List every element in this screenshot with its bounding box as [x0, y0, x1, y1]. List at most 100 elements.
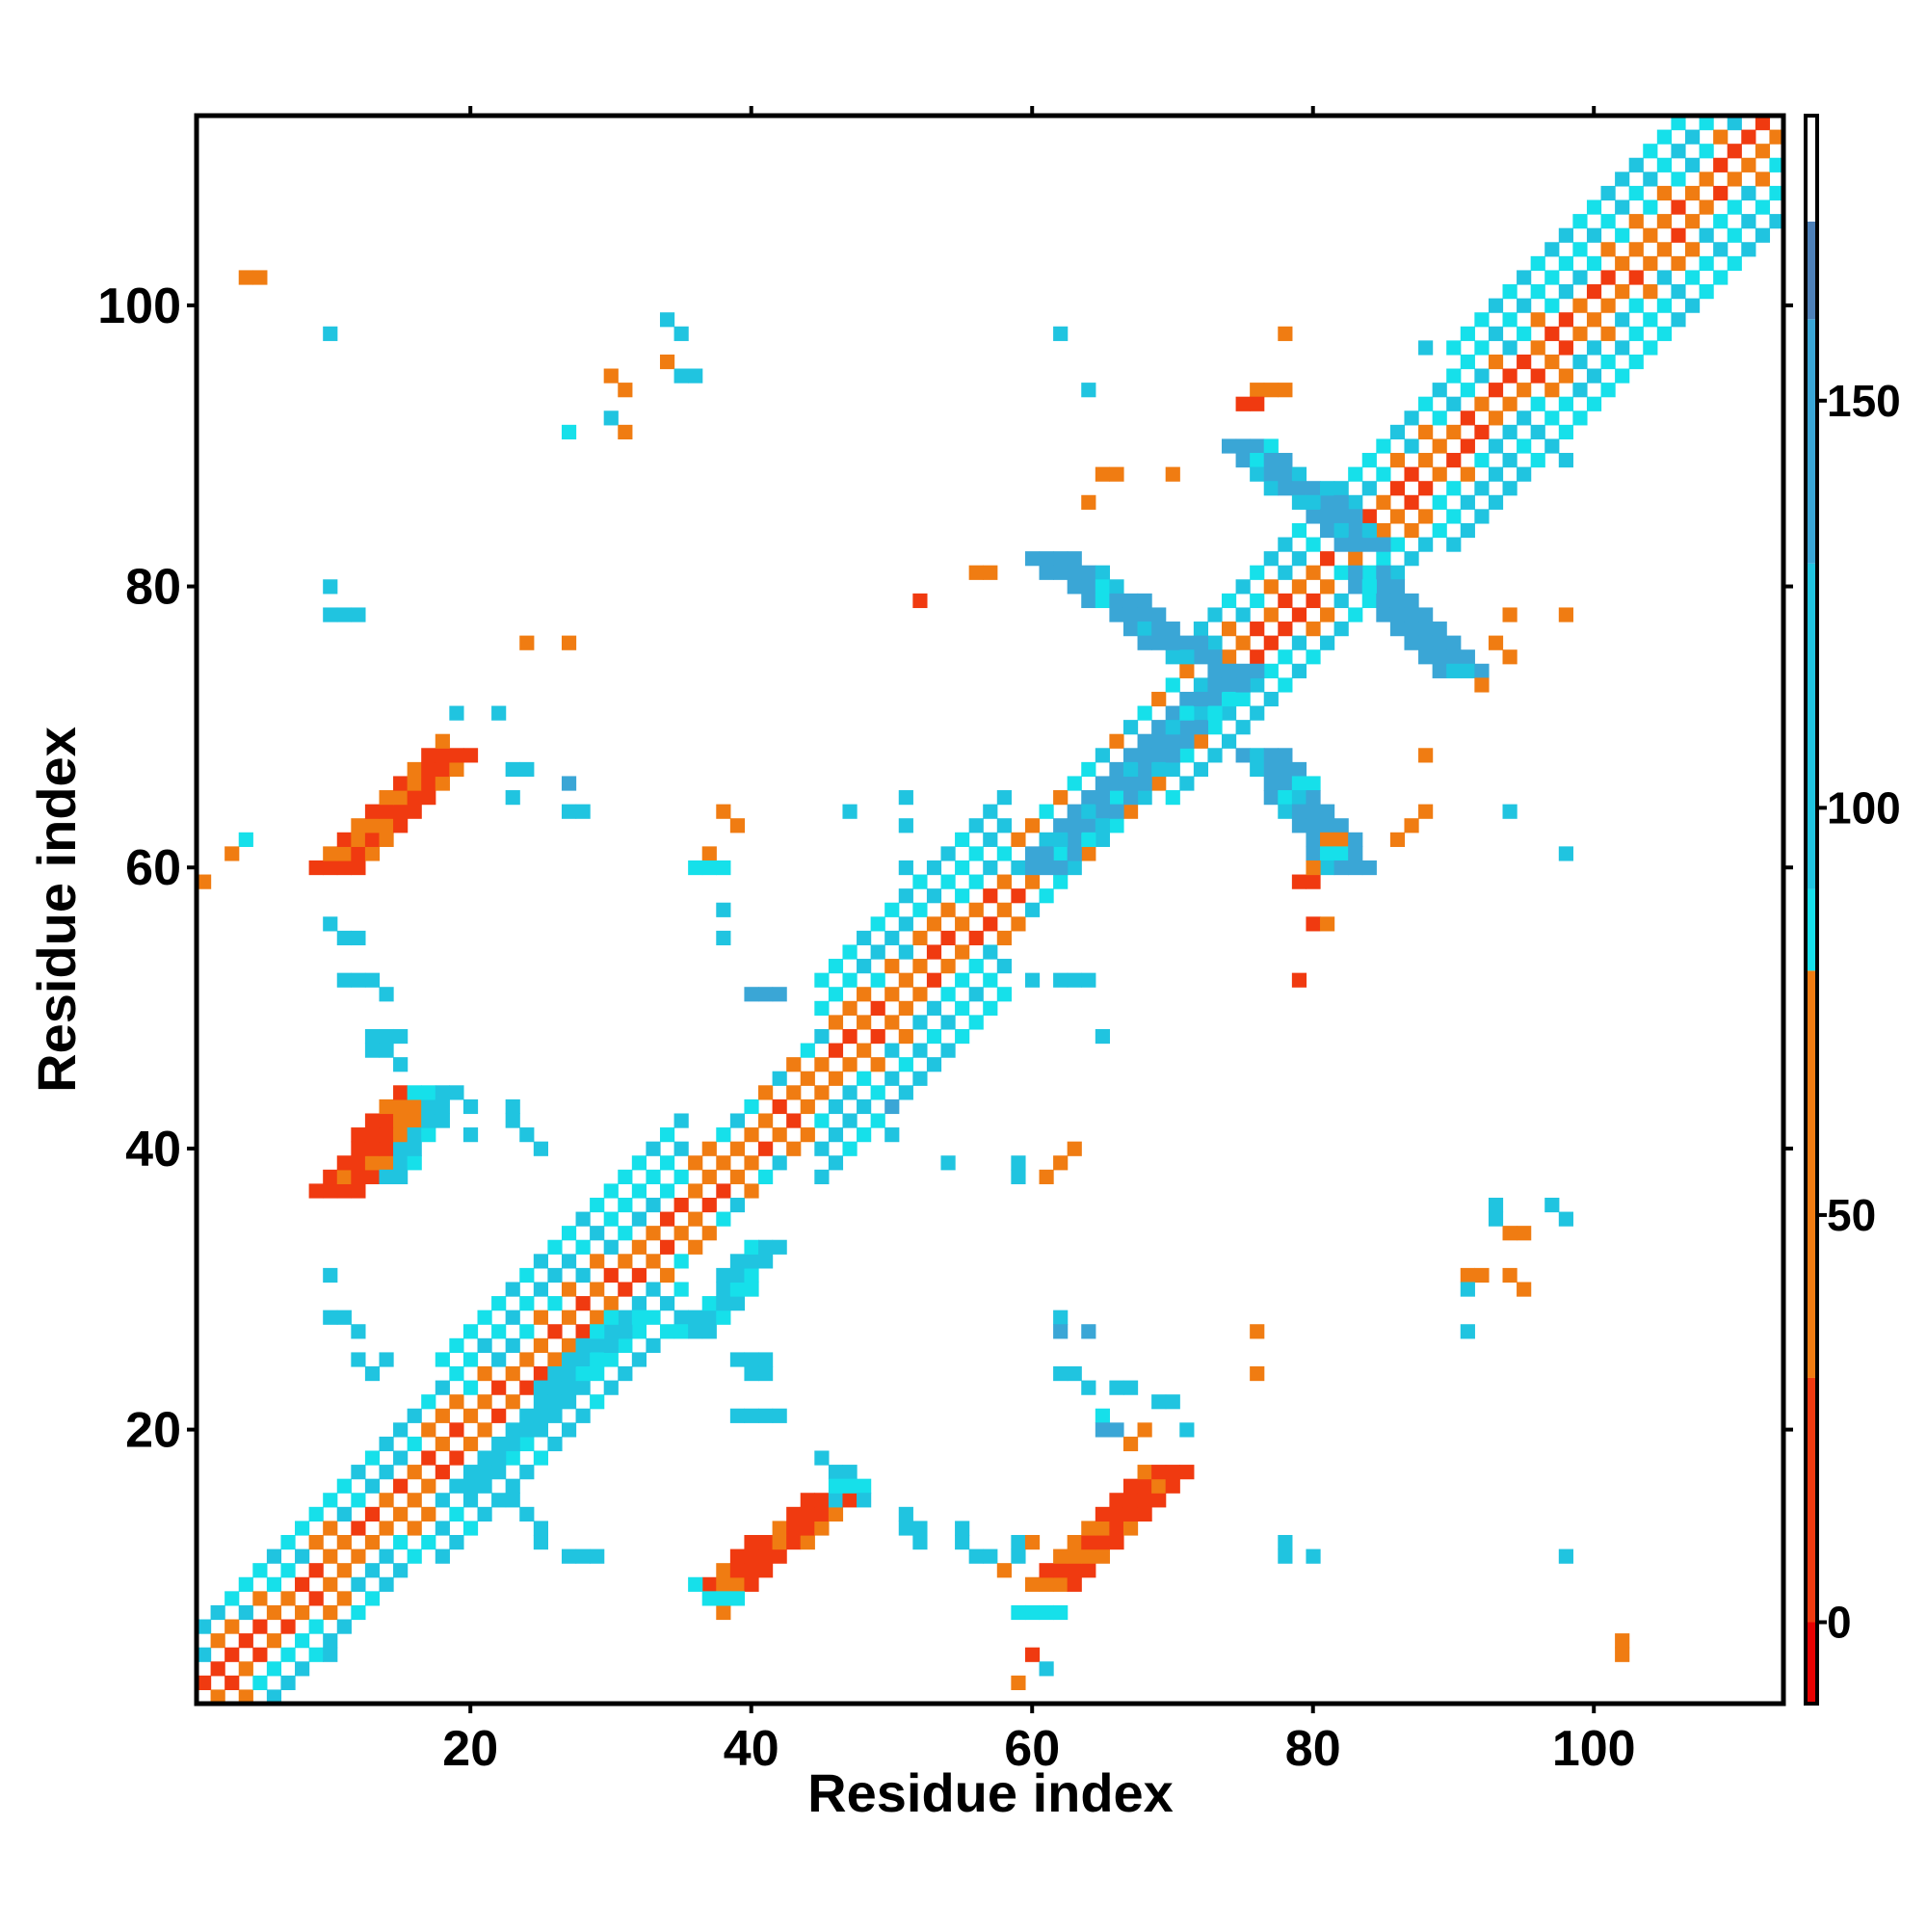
heatmap-cell: [1361, 537, 1377, 552]
heatmap-cell: [1333, 593, 1349, 609]
heatmap-cell: [772, 1548, 787, 1564]
heatmap-cell: [407, 1098, 422, 1115]
heatmap-cell: [1039, 1169, 1054, 1184]
heatmap-cell: [772, 1408, 787, 1423]
heatmap-cell: [1306, 509, 1321, 524]
heatmap-cell: [1122, 804, 1139, 819]
heatmap-cell: [1517, 298, 1532, 313]
heatmap-cell: [828, 1506, 844, 1522]
heatmap-cell: [1250, 453, 1265, 468]
heatmap-cell: [701, 1141, 717, 1156]
heatmap-cell: [716, 930, 731, 946]
heatmap-cell: [1544, 270, 1560, 285]
heatmap-cell: [323, 1633, 338, 1649]
heatmap-cell: [828, 1493, 844, 1508]
heatmap-cell: [1039, 860, 1054, 876]
heatmap-cell: [1081, 790, 1096, 806]
heatmap-cell: [940, 930, 956, 946]
heatmap-cell: [519, 1352, 535, 1367]
heatmap-cell: [519, 1506, 535, 1522]
heatmap-cell: [1333, 494, 1349, 510]
heatmap-cell: [505, 1436, 520, 1452]
heatmap-cell: [449, 1422, 464, 1438]
heatmap-cell: [1306, 565, 1321, 580]
heatmap-cell: [955, 888, 970, 904]
heatmap-cell: [1109, 804, 1124, 819]
heatmap-cell: [631, 1267, 647, 1284]
heatmap-cell: [1067, 1563, 1082, 1578]
heatmap-cell: [1320, 607, 1335, 622]
heatmap-cell: [547, 1267, 563, 1284]
heatmap-cell: [252, 1619, 268, 1634]
heatmap-cell: [1460, 1324, 1475, 1339]
heatmap-cell: [533, 1141, 548, 1156]
heatmap-cell: [224, 1619, 240, 1634]
heatmap-cell: [575, 1267, 591, 1284]
heatmap-cell: [308, 860, 324, 876]
heatmap-cell: [351, 1169, 366, 1184]
heatmap-cell: [1615, 1633, 1630, 1649]
heatmap-cell: [1263, 383, 1279, 398]
heatmap-cell: [1024, 902, 1041, 917]
heatmap-cell: [435, 1352, 450, 1367]
heatmap-cell: [1488, 635, 1504, 650]
heatmap-cell: [772, 1534, 787, 1550]
heatmap-cell: [729, 1408, 746, 1423]
heatmap-cell: [618, 1254, 633, 1269]
heatmap-cell: [1517, 1226, 1532, 1241]
heatmap-cell: [477, 1450, 492, 1466]
heatmap-cell: [857, 1127, 872, 1143]
heatmap-cell: [1081, 972, 1096, 988]
heatmap-cell: [1109, 776, 1124, 791]
heatmap-cell: [1376, 607, 1391, 622]
heatmap-cell: [898, 1506, 913, 1522]
heatmap-cell: [1361, 579, 1377, 595]
heatmap-cell: [364, 1534, 381, 1550]
heatmap-cell: [1137, 593, 1152, 609]
heatmap-cell: [477, 1365, 492, 1382]
heatmap-cell: [1741, 214, 1756, 229]
heatmap-cell: [1376, 466, 1391, 482]
heatmap-cell: [1517, 410, 1532, 426]
heatmap-cell: [1263, 776, 1279, 791]
heatmap-cell: [379, 1113, 394, 1128]
heatmap-cell: [1684, 185, 1701, 201]
heatmap-cell: [646, 1310, 661, 1325]
heatmap-cell: [1306, 622, 1321, 637]
heatmap-cell: [1291, 804, 1307, 819]
heatmap-cell: [308, 1534, 324, 1550]
heatmap-cell: [968, 959, 984, 974]
heatmap-cell: [1474, 453, 1490, 468]
heatmap-cell: [1095, 748, 1110, 763]
heatmap-cell: [1053, 874, 1069, 889]
heatmap-cell: [421, 1506, 436, 1522]
heatmap-cell: [336, 860, 352, 876]
heatmap-cell: [1122, 1521, 1139, 1536]
heatmap-cell: [955, 972, 970, 988]
heatmap-cell: [1502, 284, 1518, 300]
heatmap-cell: [393, 790, 409, 806]
heatmap-cell: [814, 1057, 830, 1072]
heatmap-cell: [449, 1506, 464, 1522]
heatmap-cell: [786, 1113, 802, 1128]
heatmap-cell: [1671, 199, 1686, 215]
heatmap-cell: [1151, 733, 1167, 749]
heatmap-cell: [1418, 804, 1434, 819]
heatmap-cell: [1011, 1155, 1026, 1171]
heatmap-cell: [603, 1296, 619, 1311]
heatmap-cell: [646, 1197, 661, 1213]
heatmap-cell: [379, 1141, 394, 1156]
heatmap-cell: [1389, 537, 1406, 552]
heatmap-cell: [659, 1183, 675, 1199]
heatmap-cell: [1348, 565, 1363, 580]
heatmap-cell: [1221, 593, 1237, 609]
heatmap-cell: [1151, 1394, 1167, 1410]
heatmap-cell: [758, 1548, 774, 1564]
heatmap-cell: [1278, 790, 1293, 806]
heatmap-cell: [1361, 509, 1377, 524]
heatmap-cell: [1488, 1211, 1504, 1227]
heatmap-cell: [1671, 116, 1686, 131]
heatmap-cell: [477, 1465, 492, 1480]
heatmap-cell: [1348, 579, 1363, 595]
heatmap-cell: [1165, 466, 1180, 482]
